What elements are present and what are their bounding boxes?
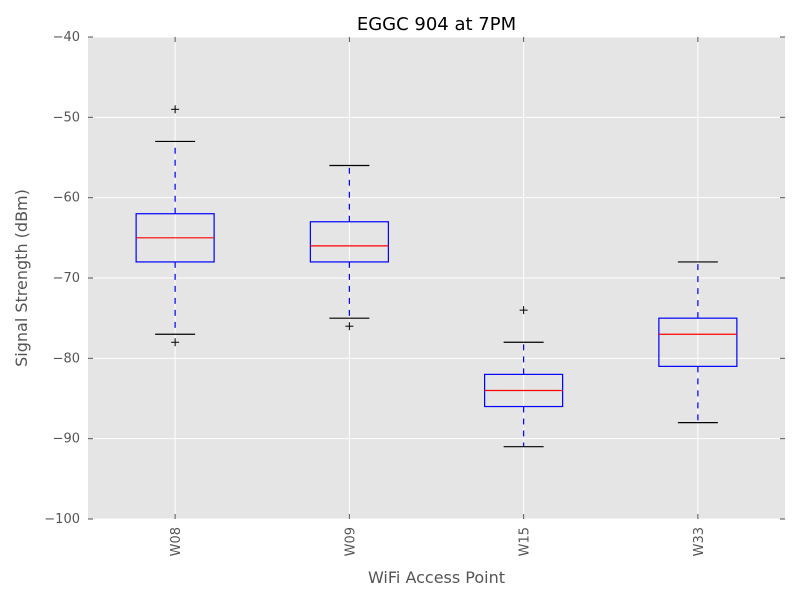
outlier-marker	[519, 306, 528, 315]
box-w09	[309, 164, 389, 331]
box-w08	[135, 105, 215, 347]
box-w33	[658, 261, 738, 424]
iqr-box	[658, 317, 738, 367]
y-tick-label: −60	[53, 191, 80, 206]
x-axis-label: WiFi Access Point	[368, 568, 505, 587]
x-tick-label: W15	[518, 527, 533, 556]
y-tick-label: −80	[53, 351, 80, 366]
chart-title: EGGC 904 at 7PM	[357, 14, 516, 35]
y-tick-label: −40	[53, 30, 80, 45]
box-w15	[484, 306, 564, 448]
y-tick-label: −50	[53, 110, 80, 125]
iqr-box	[309, 221, 389, 263]
y-axis-label: Signal Strength (dBm)	[12, 189, 31, 367]
x-tick-label: W08	[169, 527, 184, 556]
y-tick-label: −90	[53, 432, 80, 447]
outlier-marker	[345, 322, 354, 331]
y-axis-ticks: −40 −50 −60 −70 −80 −90 −100	[44, 30, 785, 527]
outlier-marker	[171, 338, 180, 347]
outlier-marker	[171, 105, 180, 114]
y-tick-label: −100	[44, 512, 80, 527]
x-tick-label: W09	[343, 527, 358, 556]
boxes-group	[135, 105, 738, 448]
x-axis-ticks: W08 W09 W15 W33	[169, 37, 707, 556]
y-tick-label: −70	[53, 271, 80, 286]
x-tick-label: W33	[692, 527, 707, 556]
